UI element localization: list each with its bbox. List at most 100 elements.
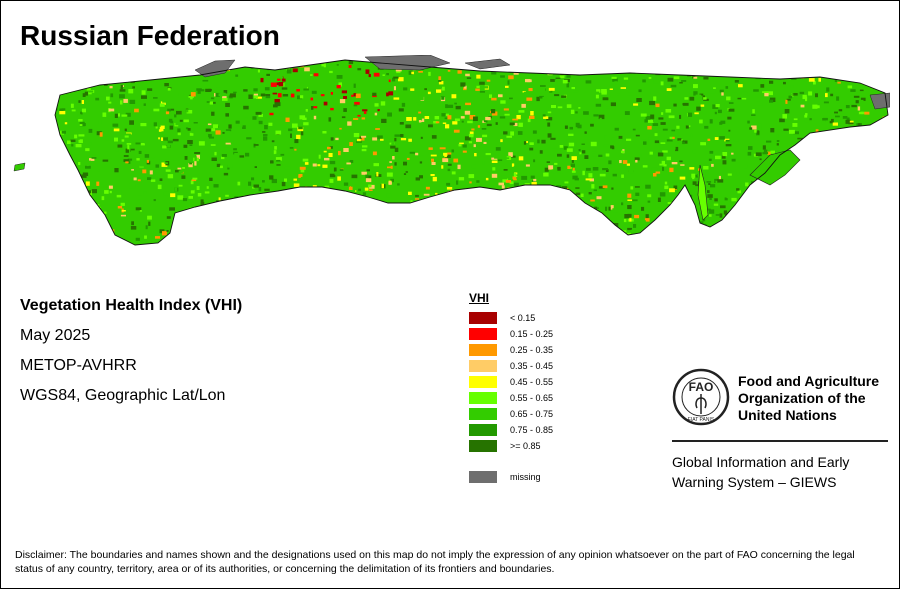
vhi-pixel xyxy=(215,92,220,97)
vhi-pixel xyxy=(78,162,81,166)
vhi-pixel xyxy=(614,81,618,85)
vhi-pixel xyxy=(388,79,391,83)
vhi-pixel xyxy=(797,71,802,76)
vhi-pixel xyxy=(669,136,673,141)
vhi-pixel xyxy=(834,111,838,114)
vhi-pixel xyxy=(478,188,484,192)
vhi-pixel xyxy=(724,197,728,201)
vhi-pixel xyxy=(83,75,88,79)
vhi-pixel xyxy=(14,107,20,111)
vhi-pixel xyxy=(530,205,535,209)
vhi-pixel xyxy=(24,137,30,139)
vhi-pixel xyxy=(159,158,166,162)
vhi-pixel xyxy=(368,225,373,228)
vhi-pixel xyxy=(310,97,314,101)
vhi-pixel xyxy=(211,128,216,132)
vhi-pixel xyxy=(571,87,575,90)
vhi-pixel xyxy=(305,109,308,112)
vhi-pixel xyxy=(561,60,564,61)
vhi-pixel xyxy=(513,178,517,181)
vhi-pixel xyxy=(551,179,555,182)
vhi-pixel xyxy=(190,95,193,100)
vhi-pixel xyxy=(351,94,354,97)
vhi-pixel xyxy=(622,246,626,248)
vhi-pixel xyxy=(660,237,667,242)
vhi-pixel xyxy=(853,95,860,98)
vhi-pixel xyxy=(609,237,614,239)
vhi-pixel xyxy=(828,118,831,121)
vhi-pixel xyxy=(763,149,768,153)
vhi-pixel xyxy=(100,182,103,185)
vhi-pixel xyxy=(310,74,313,76)
vhi-pixel xyxy=(263,136,268,141)
vhi-pixel xyxy=(693,76,698,79)
vhi-pixel xyxy=(249,60,256,63)
vhi-pixel xyxy=(799,247,801,250)
vhi-pixel xyxy=(345,246,349,248)
vhi-pixel xyxy=(766,194,770,198)
vhi-pixel xyxy=(257,74,264,79)
vhi-pixel xyxy=(506,235,510,239)
vhi-pixel xyxy=(586,62,589,66)
vhi-pixel xyxy=(55,64,61,67)
vhi-pixel xyxy=(834,206,840,209)
vhi-pixel xyxy=(561,95,567,98)
vhi-pixel xyxy=(428,238,432,241)
vhi-pixel xyxy=(68,178,75,181)
vhi-pixel xyxy=(242,125,246,129)
vhi-pixel xyxy=(77,189,83,193)
vhi-pixel xyxy=(704,69,708,73)
vhi-pixel xyxy=(12,132,16,136)
vhi-pixel xyxy=(344,243,348,245)
vhi-pixel xyxy=(377,135,383,140)
vhi-pixel xyxy=(361,171,367,175)
vhi-pixel xyxy=(388,236,391,239)
vhi-pixel xyxy=(238,122,243,127)
vhi-pixel xyxy=(43,187,48,190)
vhi-pixel xyxy=(125,133,131,138)
vhi-pixel xyxy=(727,201,733,207)
vhi-pixel xyxy=(506,207,511,211)
vhi-pixel xyxy=(683,192,689,197)
vhi-pixel xyxy=(260,93,266,97)
vhi-pixel xyxy=(251,226,254,231)
vhi-pixel xyxy=(55,113,59,116)
vhi-pixel xyxy=(12,195,17,199)
vhi-pixel xyxy=(757,198,760,201)
vhi-pixel xyxy=(687,199,691,203)
vhi-pixel xyxy=(492,167,496,171)
arctic-island-west xyxy=(194,59,236,78)
vhi-pixel xyxy=(864,111,870,115)
vhi-pixel xyxy=(839,201,844,205)
vhi-pixel xyxy=(722,154,726,159)
vhi-pixel xyxy=(541,211,546,215)
vhi-pixel xyxy=(725,144,732,147)
vhi-pixel xyxy=(741,239,744,243)
vhi-pixel xyxy=(91,157,97,159)
vhi-pixel xyxy=(408,70,413,75)
vhi-pixel xyxy=(623,77,629,80)
vhi-pixel xyxy=(323,150,327,153)
vhi-pixel xyxy=(811,232,815,238)
vhi-pixel xyxy=(274,146,277,150)
vhi-pixel xyxy=(343,108,347,112)
vhi-pixel xyxy=(883,231,886,235)
vhi-pixel xyxy=(623,218,627,223)
vhi-pixel xyxy=(736,171,740,176)
vhi-pixel xyxy=(290,133,292,138)
vhi-pixel xyxy=(357,114,361,117)
vhi-pixel xyxy=(107,234,113,236)
vhi-pixel xyxy=(691,173,696,178)
vhi-pixel xyxy=(615,70,619,74)
vhi-pixel xyxy=(75,80,78,84)
vhi-pixel xyxy=(200,199,204,203)
vhi-pixel xyxy=(762,152,769,155)
vhi-pixel xyxy=(797,233,802,237)
vhi-pixel xyxy=(357,213,363,218)
vhi-pixel xyxy=(72,196,77,199)
vhi-pixel xyxy=(809,229,813,232)
vhi-pixel xyxy=(530,196,533,199)
vhi-pixel xyxy=(545,87,552,92)
vhi-pixel xyxy=(831,92,838,95)
vhi-pixel xyxy=(133,177,137,181)
